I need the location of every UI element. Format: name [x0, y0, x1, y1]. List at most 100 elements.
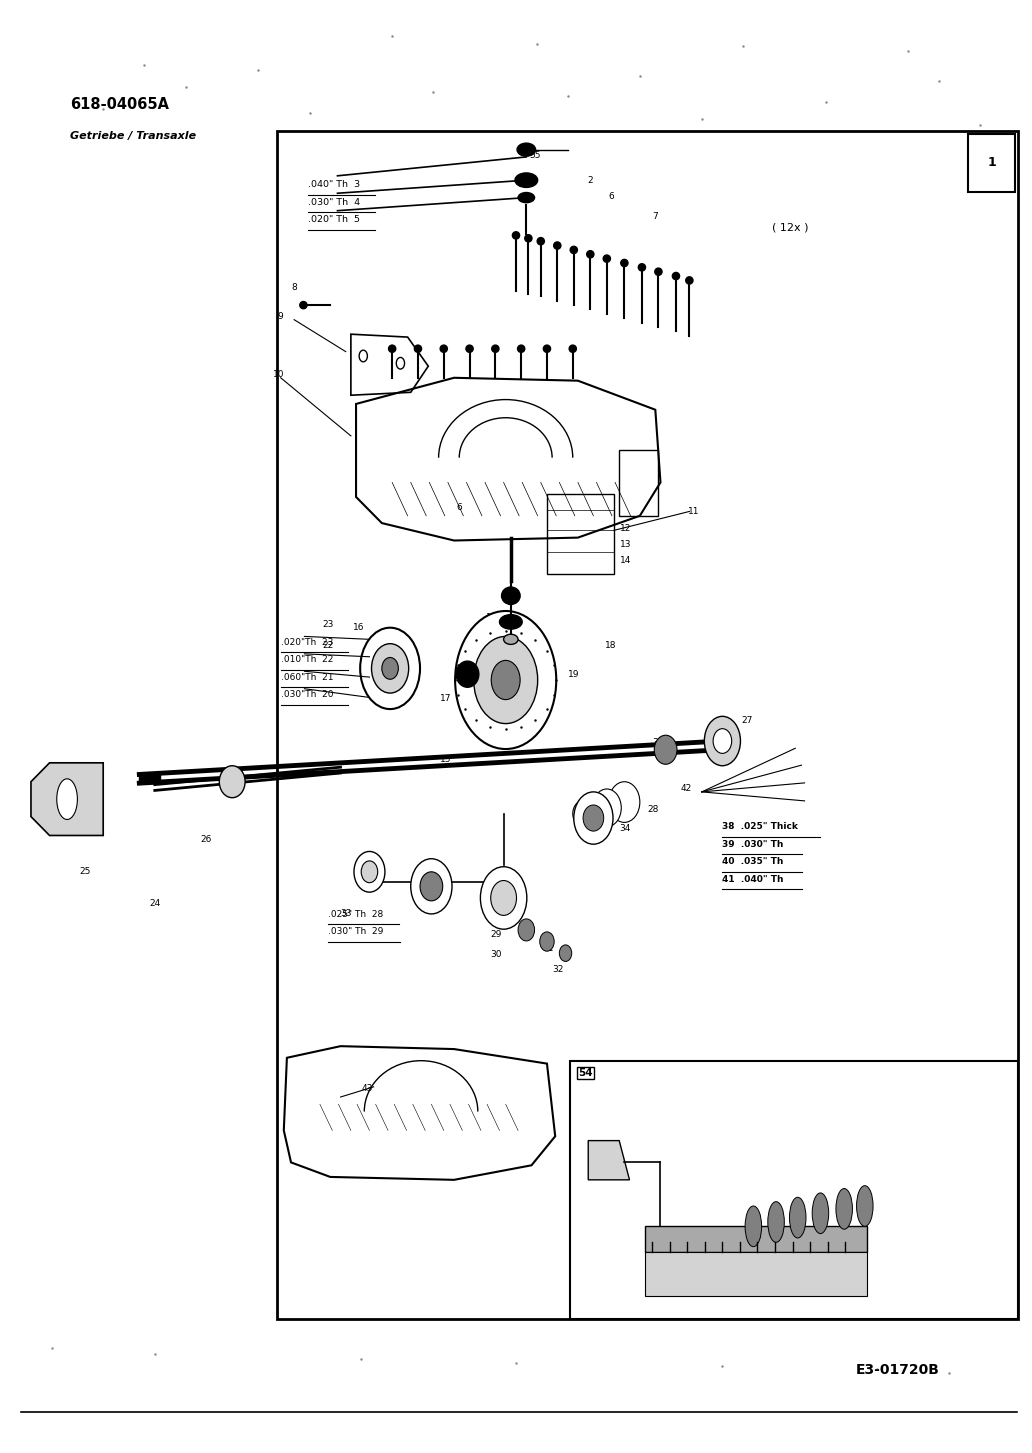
- Ellipse shape: [559, 944, 572, 962]
- Ellipse shape: [857, 1186, 873, 1226]
- Text: 34: 34: [619, 824, 632, 833]
- Ellipse shape: [573, 801, 593, 827]
- Text: 6: 6: [608, 192, 614, 201]
- Ellipse shape: [592, 789, 621, 827]
- Text: 2: 2: [587, 176, 593, 185]
- Text: 41  .040" Th: 41 .040" Th: [722, 875, 784, 883]
- Text: 1: 1: [988, 157, 996, 169]
- Bar: [619, 450, 658, 516]
- Ellipse shape: [388, 346, 396, 353]
- Ellipse shape: [603, 256, 610, 262]
- Text: .030" Th  4: .030" Th 4: [308, 198, 360, 206]
- Ellipse shape: [654, 735, 677, 764]
- Ellipse shape: [382, 657, 398, 680]
- Ellipse shape: [673, 273, 680, 279]
- Text: 18: 18: [605, 641, 617, 649]
- Text: 8: 8: [867, 1071, 873, 1080]
- Text: 13: 13: [619, 541, 632, 549]
- Text: 19: 19: [485, 613, 497, 622]
- Text: 48: 48: [771, 1061, 783, 1069]
- Ellipse shape: [219, 766, 246, 798]
- Text: 19: 19: [568, 670, 580, 679]
- Text: .040" Th  3: .040" Th 3: [308, 180, 360, 189]
- Ellipse shape: [515, 173, 538, 187]
- Text: 12: 12: [619, 525, 632, 533]
- Text: .025" Th  28: .025" Th 28: [328, 910, 384, 918]
- Ellipse shape: [499, 615, 522, 629]
- Ellipse shape: [538, 238, 545, 246]
- Text: 26: 26: [200, 835, 213, 844]
- Text: 8: 8: [291, 283, 297, 292]
- Ellipse shape: [420, 872, 443, 901]
- Bar: [645, 1252, 867, 1296]
- Polygon shape: [588, 1141, 630, 1180]
- Text: 15: 15: [440, 756, 452, 764]
- Ellipse shape: [480, 866, 526, 930]
- Ellipse shape: [686, 276, 694, 283]
- Text: 49: 49: [739, 1069, 751, 1078]
- Text: 55: 55: [528, 151, 541, 160]
- Ellipse shape: [517, 346, 524, 353]
- Text: .030"Th  20: .030"Th 20: [281, 690, 333, 699]
- Ellipse shape: [704, 716, 741, 766]
- Ellipse shape: [361, 860, 378, 882]
- Text: 32: 32: [552, 965, 565, 974]
- Ellipse shape: [745, 1206, 762, 1247]
- Text: 10: 10: [272, 371, 285, 379]
- Text: 40  .035" Th: 40 .035" Th: [722, 857, 783, 866]
- Text: 14: 14: [619, 556, 632, 565]
- Text: 28: 28: [647, 805, 659, 814]
- Ellipse shape: [586, 251, 593, 259]
- Ellipse shape: [768, 1202, 784, 1242]
- Text: 24: 24: [150, 899, 160, 908]
- Ellipse shape: [372, 644, 409, 693]
- Text: 30: 30: [490, 950, 503, 959]
- Text: 38  .025" Thick: 38 .025" Thick: [722, 822, 799, 831]
- Ellipse shape: [513, 232, 520, 238]
- Ellipse shape: [517, 144, 536, 155]
- Text: .020" Th  5: .020" Th 5: [308, 215, 359, 224]
- Text: 9: 9: [278, 312, 284, 321]
- Ellipse shape: [655, 269, 663, 276]
- Text: 31: 31: [542, 944, 554, 953]
- Ellipse shape: [57, 779, 77, 819]
- Text: 39  .030" Th: 39 .030" Th: [722, 840, 783, 849]
- Text: 52: 52: [646, 1120, 658, 1129]
- Text: 48: 48: [804, 1114, 816, 1123]
- Polygon shape: [31, 763, 103, 835]
- Ellipse shape: [502, 587, 520, 604]
- Text: 16: 16: [353, 623, 365, 632]
- Text: 45: 45: [843, 1094, 856, 1103]
- Bar: [968, 134, 1015, 192]
- Ellipse shape: [474, 636, 538, 724]
- Text: 54: 54: [578, 1068, 592, 1078]
- Text: 46: 46: [792, 1069, 804, 1078]
- Text: 53: 53: [615, 1117, 627, 1126]
- Ellipse shape: [354, 851, 385, 892]
- Text: 43: 43: [361, 1084, 374, 1093]
- Ellipse shape: [609, 782, 640, 822]
- Text: 17: 17: [440, 695, 452, 703]
- Text: 44: 44: [844, 1065, 854, 1074]
- Ellipse shape: [456, 661, 479, 687]
- Ellipse shape: [491, 346, 499, 353]
- Ellipse shape: [540, 931, 554, 952]
- Text: 51: 51: [677, 1125, 689, 1133]
- Bar: [645, 1226, 867, 1252]
- Ellipse shape: [299, 302, 308, 308]
- Text: 6: 6: [456, 503, 462, 511]
- Text: 27: 27: [741, 716, 753, 725]
- Ellipse shape: [415, 346, 422, 353]
- Ellipse shape: [491, 660, 520, 699]
- Text: 36: 36: [357, 865, 369, 873]
- Polygon shape: [139, 774, 160, 783]
- Ellipse shape: [360, 628, 420, 709]
- Ellipse shape: [544, 346, 551, 353]
- Text: 47: 47: [802, 1094, 814, 1103]
- Text: 23: 23: [322, 620, 334, 629]
- Ellipse shape: [789, 1197, 806, 1238]
- Ellipse shape: [411, 859, 452, 914]
- Text: 25: 25: [78, 867, 91, 876]
- Text: .030" Th  29: .030" Th 29: [328, 927, 384, 936]
- Ellipse shape: [638, 264, 646, 270]
